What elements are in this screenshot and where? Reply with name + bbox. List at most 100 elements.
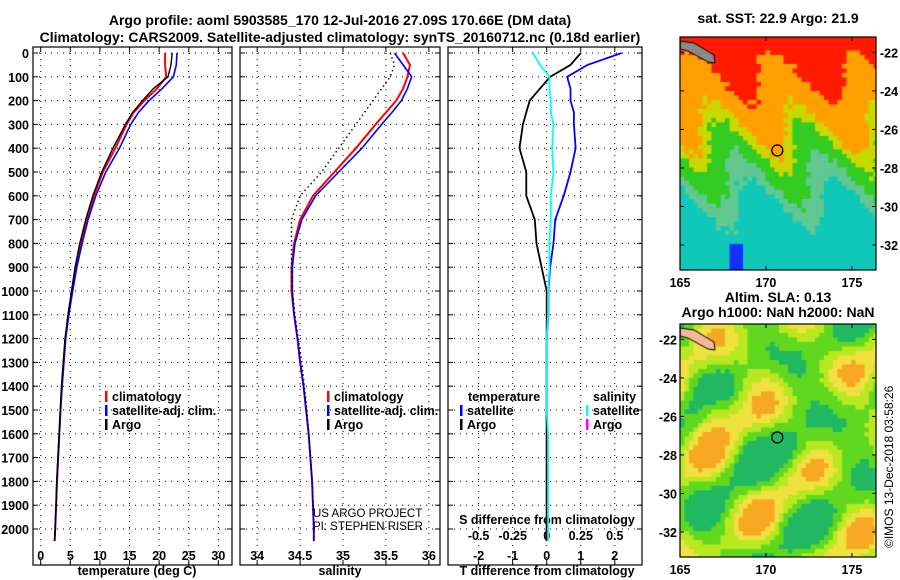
sla-map-title: Altim. SLA: 0.13 (725, 289, 832, 305)
x-tick-label: 5 (67, 549, 74, 563)
argo-location-marker (771, 431, 784, 444)
x-tick-label: 35.5 (374, 549, 398, 563)
map-lon-label: 170 (756, 563, 777, 577)
tdiff-xlabel: T difference from climatology (459, 564, 634, 578)
depth-tick-label: 700 (8, 214, 29, 228)
depth-tick-label: 1700 (1, 452, 29, 466)
depth-tick-label: 400 (8, 142, 29, 156)
x-tick-label: 35 (336, 549, 350, 563)
depth-tick-label: 1800 (1, 475, 29, 489)
salinity-xlabel: salinity (318, 564, 361, 578)
x-tick-label: 0 (543, 549, 550, 563)
legend-0-label: climatology (112, 390, 182, 404)
map-lon-label: 165 (670, 563, 691, 577)
legend-2-label: Argo (112, 418, 142, 432)
map-lat-label: -24 (659, 372, 677, 386)
legend-0-label: climatology (334, 390, 404, 404)
map-lat-label: -28 (880, 162, 898, 176)
x-tick-label: 1 (577, 549, 584, 563)
legend-salinity-header: salinity (593, 390, 636, 404)
depth-tick-label: 1400 (1, 380, 29, 394)
depth-tick-label: 2000 (1, 523, 29, 537)
x-tick-label: 36 (422, 549, 436, 563)
legend-t-satellite-label: satellite (467, 404, 514, 418)
legend-1-label: satellite-adj. clim. (112, 404, 216, 418)
x-tick-label: 0 (37, 549, 44, 563)
map-lat-label: -28 (659, 449, 677, 463)
sst-map-raster (680, 37, 876, 270)
x-tick-label: 15 (123, 549, 137, 563)
depth-tick-label: 300 (8, 118, 29, 132)
x-tick-label: 34 (250, 549, 264, 563)
legend-temperature-header: temperature (468, 390, 540, 404)
legend-2-swatch (327, 419, 330, 430)
satellite-line (53, 52, 178, 541)
depth-tick-label: 100 (8, 71, 29, 85)
map-lon-label: 175 (842, 563, 863, 577)
x-tick-label: 20 (152, 549, 166, 563)
depth-tick-label: 900 (8, 261, 29, 275)
x-tick-label: -1 (507, 549, 518, 563)
x-tick-label: 2 (611, 549, 618, 563)
map-lat-label: -26 (880, 123, 898, 137)
legend-1-swatch (327, 405, 330, 416)
legend-t-argo-swatch (460, 419, 463, 430)
depth-tick-label: 800 (8, 237, 29, 251)
sst-map-title: sat. SST: 22.9 Argo: 21.9 (697, 10, 859, 26)
map-lat-label: -30 (659, 487, 677, 501)
depth-tick-label: 1200 (1, 333, 29, 347)
legend-s-satellite-label: satellite (593, 404, 640, 418)
t-diff-satellite-line (545, 52, 622, 541)
depth-tick-label: 1600 (1, 428, 29, 442)
depth-tick-label: 200 (8, 95, 29, 109)
legend-1-label: satellite-adj. clim. (334, 404, 438, 418)
timestamp: ©IMOS 13-Dec-2018 03:58:26 (882, 385, 896, 548)
figure-title-line1: Argo profile: aoml 5903585_170 12-Jul-20… (109, 12, 571, 28)
sdiff-tick-label: -0.25 (498, 529, 527, 543)
legend-s-argo-swatch (586, 419, 589, 430)
depth-tick-label: 1500 (1, 404, 29, 418)
x-tick-label: 10 (93, 549, 107, 563)
t-diff-argo-line (518, 52, 582, 541)
temperature-xlabel: temperature (deg C) (78, 564, 197, 578)
x-tick-label: 34.5 (288, 549, 312, 563)
argo-line (53, 52, 173, 541)
legend-2-label: Argo (334, 418, 364, 432)
legend-t-satellite-swatch (460, 405, 463, 416)
sla-map-raster (680, 324, 876, 557)
x-tick-label: 25 (182, 549, 196, 563)
map-lat-label: -22 (659, 333, 677, 347)
map-lat-label: -30 (880, 200, 898, 214)
map-lon-label: 170 (756, 276, 777, 290)
satellite-line (291, 52, 413, 541)
depth-tick-label: 500 (8, 166, 29, 180)
depth-tick-label: 1900 (1, 499, 29, 513)
depth-tick-label: 1300 (1, 356, 29, 370)
argo-location-marker (771, 144, 784, 157)
plot-frame-1 (239, 46, 441, 566)
map-lat-label: -32 (880, 239, 898, 253)
x-tick-label: -2 (473, 549, 484, 563)
sdiff-tick-label: -0.5 (468, 529, 490, 543)
depth-tick-label: 1100 (2, 309, 29, 323)
s-diff-satellite-line (532, 52, 555, 541)
legend-0-swatch (327, 391, 330, 402)
argo-line (290, 52, 396, 541)
sdiff-tick-label: 0.5 (606, 529, 623, 543)
sla-map-subtitle: Argo h1000: NaN h2000: NaN (682, 304, 875, 320)
legend-1-swatch (105, 405, 108, 416)
sdiff-tick-label: 0.25 (569, 529, 593, 543)
plot-frame-0 (32, 46, 233, 566)
legend-s-satellite-swatch (586, 405, 589, 416)
legend-2-swatch (105, 419, 108, 430)
climatology-line (290, 52, 412, 541)
map-lat-label: -32 (659, 526, 677, 540)
legend-t-argo-label: Argo (467, 418, 497, 432)
depth-tick-label: 0 (22, 47, 29, 61)
map-lat-label: -24 (880, 85, 898, 99)
map-lat-label: -22 (880, 46, 898, 60)
map-lon-label: 175 (842, 276, 863, 290)
credit-project: US ARGO PROJECT (313, 508, 422, 520)
sla-map-frame (679, 323, 877, 558)
